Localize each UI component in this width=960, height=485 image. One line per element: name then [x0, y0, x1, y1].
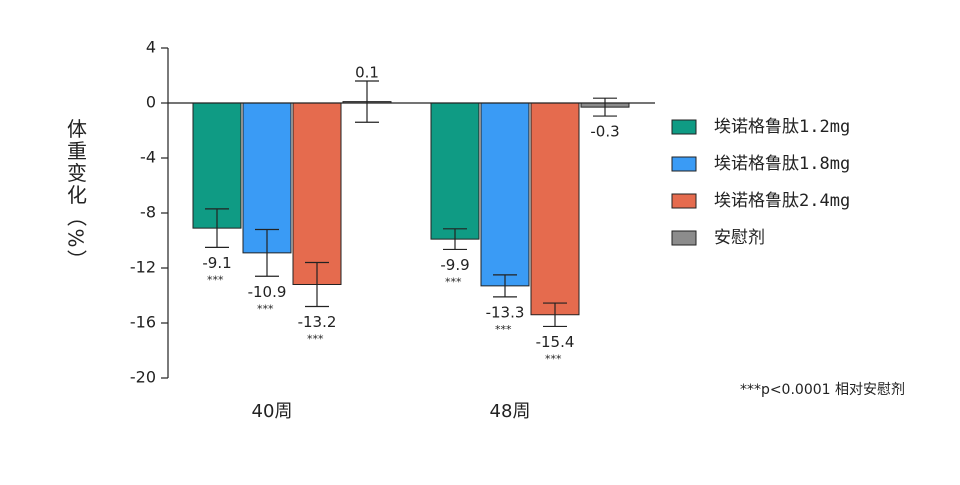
footnote: ***p<0.0001 相对安慰剂 — [740, 381, 905, 398]
significance-label: *** — [445, 275, 462, 288]
bar — [430, 102, 480, 240]
y-tick-label: 4 — [146, 38, 156, 57]
significance-label: *** — [495, 323, 512, 336]
significance-label: *** — [307, 333, 324, 346]
y-tick-label: -8 — [140, 203, 156, 222]
legend-swatch — [671, 230, 697, 246]
bar — [530, 102, 580, 316]
y-tick-label: -12 — [130, 258, 156, 277]
legend-swatch — [671, 156, 697, 172]
value-label: -13.3 — [486, 303, 525, 321]
bar — [242, 102, 292, 254]
significance-label: *** — [545, 352, 562, 365]
bar — [292, 102, 342, 285]
value-label: 0.1 — [355, 64, 379, 82]
bar — [192, 102, 242, 229]
value-label: -10.9 — [248, 283, 287, 301]
legend-label: 埃诺格鲁肽1.2mg — [714, 117, 850, 137]
x-tick-label: 48周 — [490, 401, 531, 422]
value-label: -9.1 — [202, 254, 231, 272]
value-label: -13.2 — [298, 313, 337, 331]
legend-label: 埃诺格鲁肽2.4mg — [714, 191, 850, 211]
value-label: -9.9 — [440, 256, 469, 274]
value-label: -0.3 — [590, 123, 619, 141]
legend-label: 埃诺格鲁肽1.8mg — [714, 154, 850, 174]
y-tick-label: -20 — [130, 368, 156, 387]
y-tick-label: -16 — [130, 313, 156, 332]
x-tick-label: 40周 — [252, 401, 293, 422]
y-axis-label: 体重变化（%） — [64, 118, 88, 271]
legend-swatch — [671, 119, 697, 135]
value-label: -15.4 — [536, 333, 575, 351]
y-tick-label: -4 — [140, 148, 156, 167]
bar — [480, 102, 530, 287]
significance-label: *** — [257, 302, 274, 315]
legend-label: 安慰剂 — [714, 228, 765, 248]
significance-label: *** — [207, 273, 224, 286]
legend-swatch — [671, 193, 697, 209]
y-tick-label: 0 — [146, 93, 156, 112]
